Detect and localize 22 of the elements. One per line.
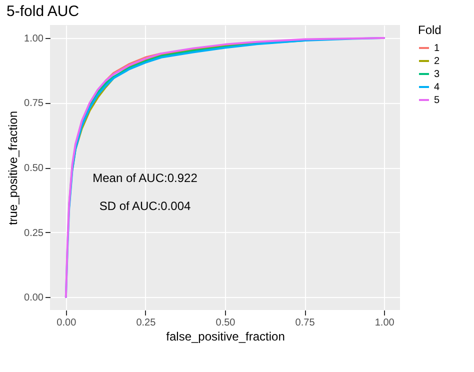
legend-title: Fold (418, 23, 442, 37)
line-series (104, 52, 162, 82)
x-tick-label: 0.00 (56, 318, 77, 328)
legend-label: 5 (434, 95, 440, 106)
legend-label: 4 (434, 82, 440, 93)
x-axis-title: false_positive_fraction (166, 330, 285, 344)
y-tick-label: 0.25 (24, 228, 44, 239)
x-tick-label: 0.75 (295, 318, 316, 328)
x-tick-label: 1.00 (374, 318, 395, 328)
annotation: SD of AUC:0.004 (99, 199, 192, 213)
legend-label: 3 (434, 69, 440, 80)
y-tick-label: 0.00 (24, 292, 44, 304)
annotation: Mean of AUC:0.922 (92, 171, 198, 185)
y-tick-label: 0.75 (24, 98, 44, 110)
y-tick-label: 1.00 (24, 33, 44, 44)
y-axis-title: true_positive_fraction (6, 110, 20, 226)
x-tick-label: 0.50 (216, 318, 236, 328)
x-tick-label: 0.25 (136, 318, 156, 328)
legend-label: 1 (434, 43, 440, 54)
y-tick-label: 0.50 (24, 163, 44, 174)
chart-title: 5-fold AUC (6, 3, 80, 20)
legend-label: 2 (434, 56, 440, 67)
